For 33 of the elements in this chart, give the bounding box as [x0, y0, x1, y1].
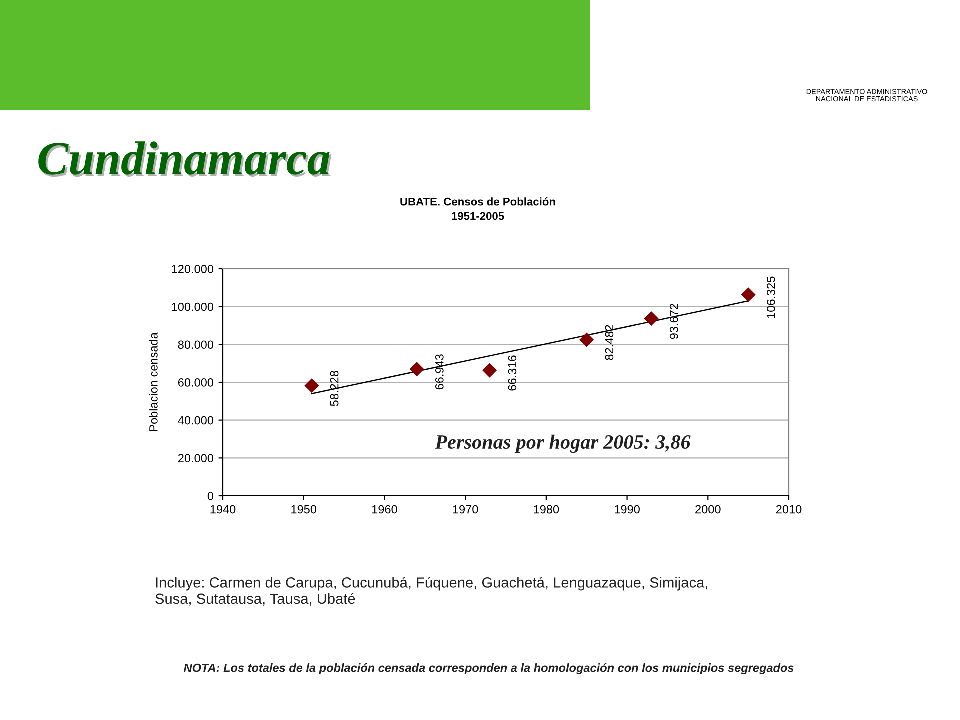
data-label: 93.672: [670, 304, 678, 340]
x-tick-label: 1940: [210, 505, 236, 514]
x-tick-label: 1960: [372, 505, 398, 514]
chart-title: Cundinamarca: [40, 144, 332, 178]
point: [741, 288, 756, 302]
point: [482, 363, 498, 378]
x-tick-label: 1980: [534, 505, 560, 514]
x-tick-label: 1950: [292, 505, 317, 514]
point: [410, 362, 424, 377]
y-tick-label: 0: [208, 492, 214, 500]
text: NOTA: Los totales de la población censada corresponden a la homologación con los municipios segregados: [184, 663, 794, 675]
data-label: 106.325: [766, 276, 776, 318]
x-tick-label: 1970: [453, 505, 478, 514]
chart-subtitle: UBATE. Censos de Población 1951-2005: [400, 198, 556, 220]
annotation: Personas por hogar 2005: 3,86: [435, 434, 691, 454]
point: [644, 312, 659, 326]
data-label: 66.943: [435, 354, 444, 390]
point: [580, 332, 594, 348]
point: [304, 378, 320, 394]
text: Incluye: Carmen de Carupa, Cucunubá, Fúquene, Guachetá, Lenguazaque, Simijaca, Susa, Sutatausa, Tausa, Ubaté: [156, 577, 708, 606]
data-label: 58.228: [330, 371, 339, 406]
y-tick-label: 120.000: [172, 265, 214, 274]
y-tick-label: 80.000: [178, 340, 214, 350]
y-tick-label: 60.000: [178, 378, 214, 387]
y-tick-label: 100.000: [172, 302, 214, 312]
y-axis-title: Poblacion censada: [149, 332, 158, 432]
y-tick-label: 40.000: [178, 416, 214, 425]
x-tick-label: 2000: [696, 505, 721, 514]
y-tick-label: 20.000: [178, 454, 214, 463]
x-tick-label: 1990: [615, 505, 640, 514]
data-label: 82.482: [605, 325, 614, 360]
x-tick-label: 2010: [776, 505, 802, 514]
data-label: 66.316: [508, 356, 517, 391]
